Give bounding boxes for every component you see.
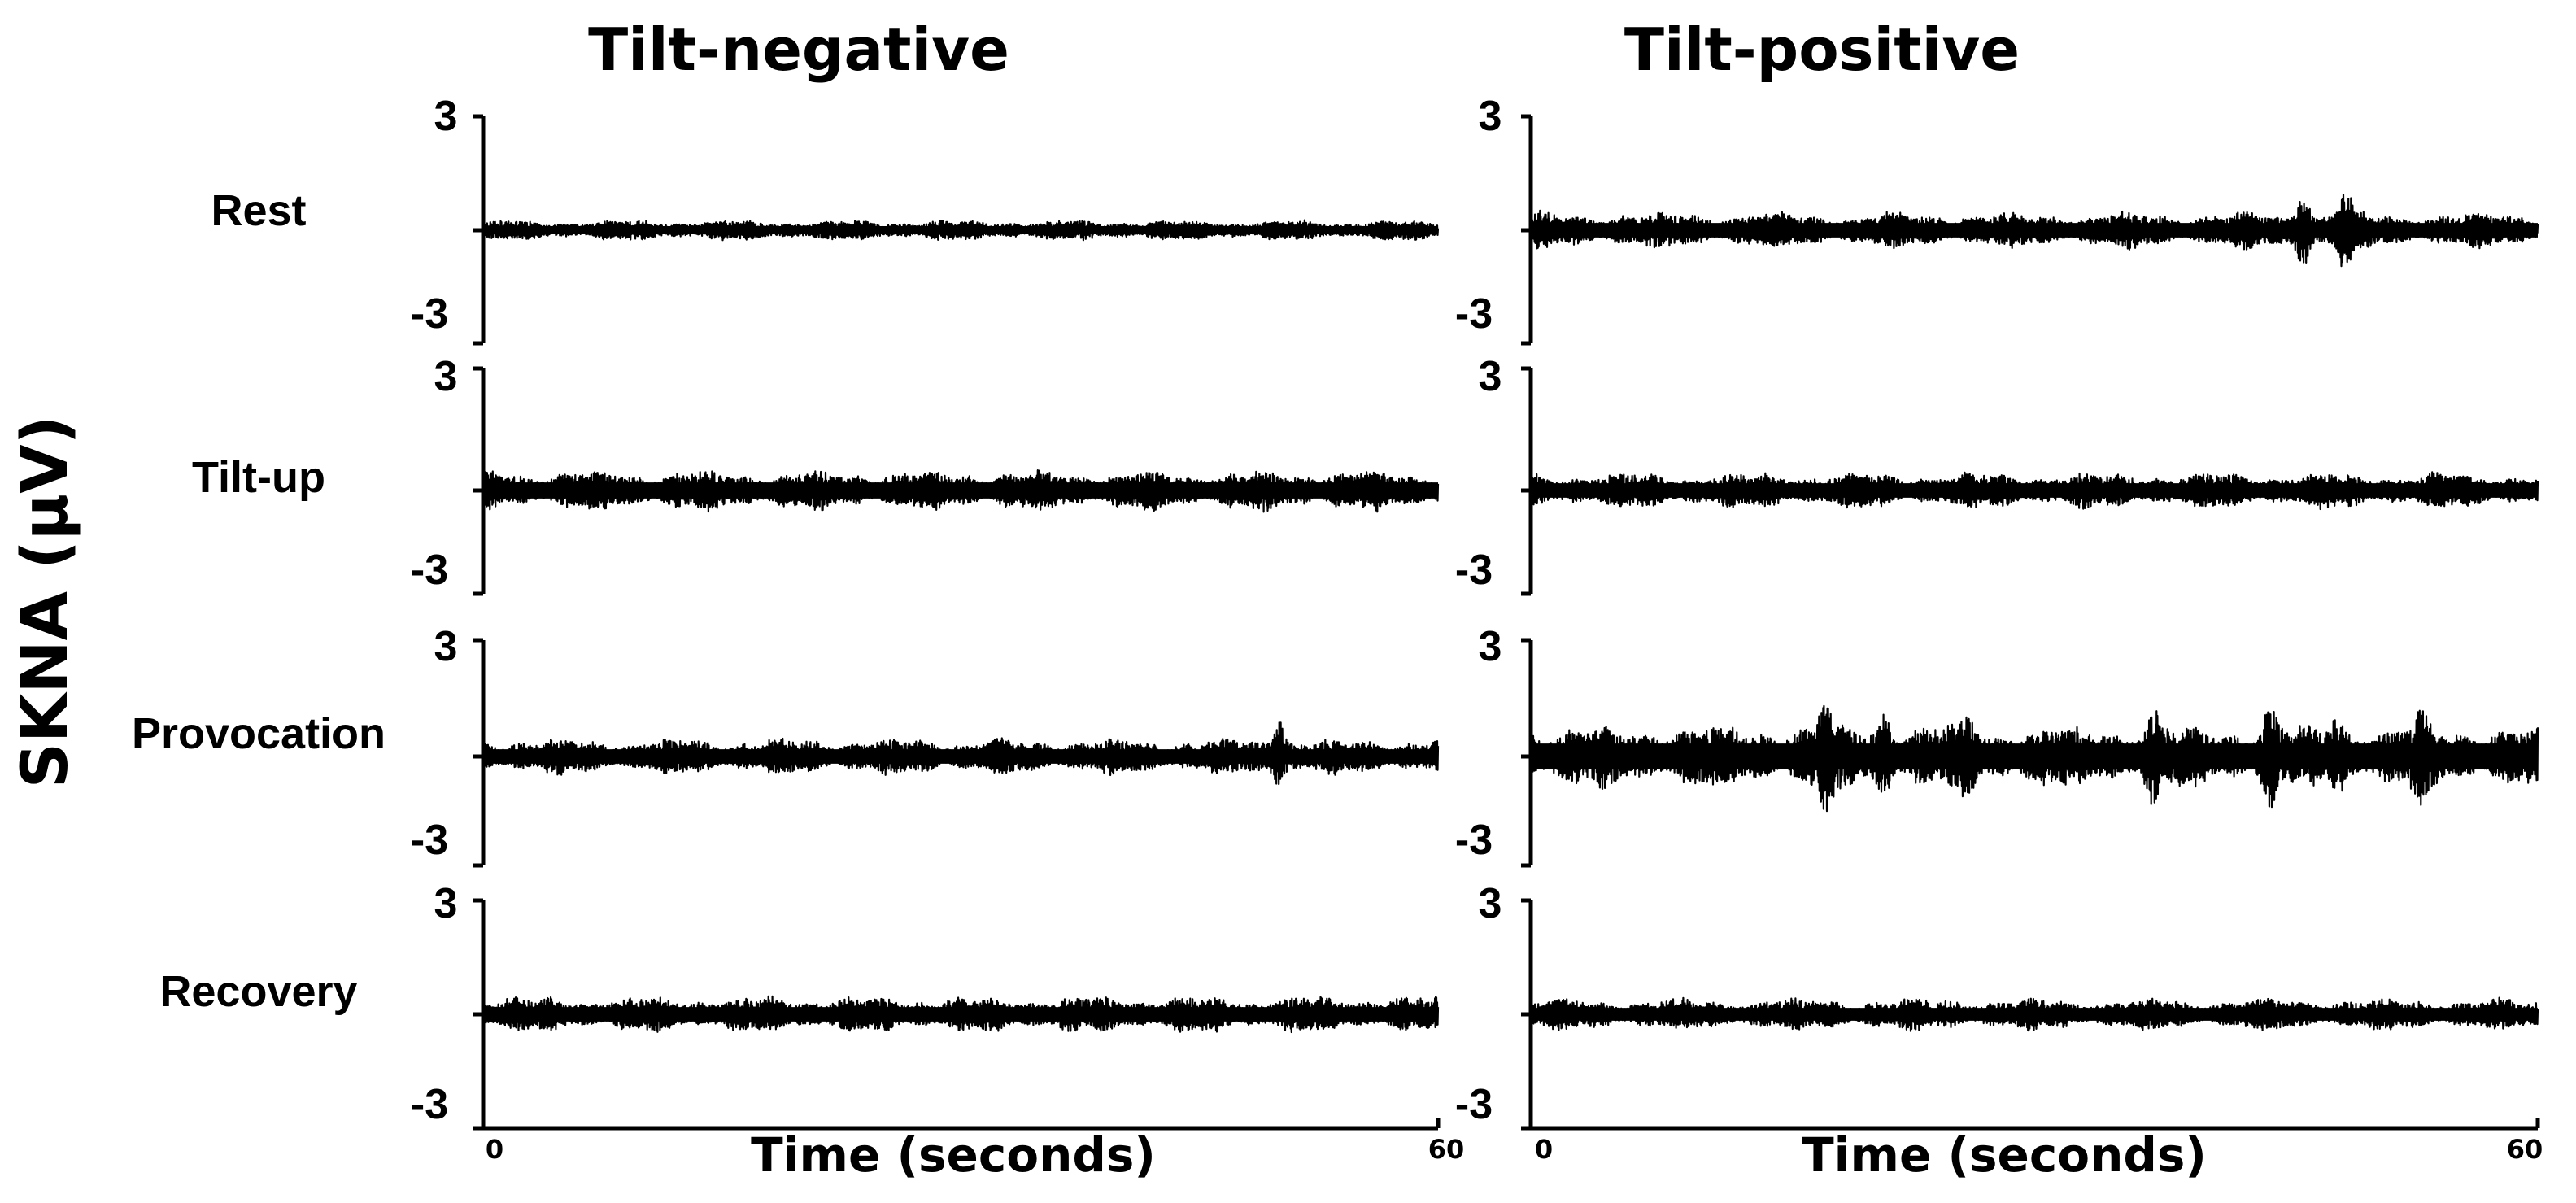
panel-0-3: 3 -3 Recovery (159, 880, 1440, 1131)
y-tick-label: -3 (411, 817, 448, 864)
y-tick-label: 3 (434, 353, 458, 400)
skna-trace-recovery (1531, 996, 2539, 1032)
panel-0-2: 3 -3 Provocation (132, 623, 1440, 868)
panel-1-3: 3 -3 (1455, 880, 2539, 1131)
y-tick-label: -3 (411, 290, 448, 338)
row-label-rest: Rest (211, 186, 306, 235)
panel-0-1: 3 -3 Tilt-up (192, 353, 1440, 596)
y-tick-label: -3 (411, 1081, 448, 1128)
panel-0-0: 3 -3 Rest (211, 93, 1440, 346)
x-axis-label: Time (seconds) (751, 1127, 1156, 1183)
y-tick-label: 3 (1479, 93, 1502, 140)
plots-group: Tilt-negative 3 -3 Rest 3 -3 Tilt-up 3 -3 Provoca… (132, 15, 2543, 1183)
y-tick-label: -3 (1455, 1081, 1493, 1128)
y-tick-label: 3 (1479, 623, 1502, 670)
y-tick-label: 3 (1479, 880, 1502, 927)
x-tick-label: 60 (2507, 1134, 2543, 1165)
chart-0: Tilt-negative 3 -3 Rest 3 -3 Tilt-up 3 -3 Provoca… (132, 15, 1464, 1183)
x-tick-label: 60 (1428, 1134, 1465, 1165)
x-tick-label: 0 (1535, 1134, 1553, 1165)
y-tick-label: -3 (1455, 547, 1493, 594)
x-axis-label: Time (seconds) (1802, 1127, 2207, 1183)
y-tick-label: 3 (434, 880, 458, 927)
y-tick-label: -3 (1455, 290, 1493, 338)
row-label-tilt-up: Tilt-up (192, 453, 325, 502)
chart-title: Tilt-positive (1624, 15, 2020, 84)
row-label-provocation: Provocation (132, 709, 386, 758)
skna-trace-rest (483, 219, 1440, 242)
chart-title: Tilt-negative (588, 15, 1009, 84)
y-axis-label: SKNA (μV) (9, 416, 82, 788)
y-tick-label: 3 (434, 623, 458, 670)
chart-1: Tilt-positive 3 -3 3 -3 3 -3 3 -3 0 60 Time (second… (1455, 15, 2543, 1183)
panel-1-0: 3 -3 (1455, 93, 2539, 346)
panel-1-1: 3 -3 (1455, 353, 2539, 596)
y-tick-label: -3 (1455, 817, 1493, 864)
panel-1-2: 3 -3 (1455, 623, 2539, 868)
y-tick-label: 3 (1479, 353, 1502, 400)
row-label-recovery: Recovery (159, 967, 357, 1016)
x-tick-label: 0 (486, 1134, 503, 1165)
y-tick-label: -3 (411, 547, 448, 594)
y-tick-label: 3 (434, 93, 458, 140)
